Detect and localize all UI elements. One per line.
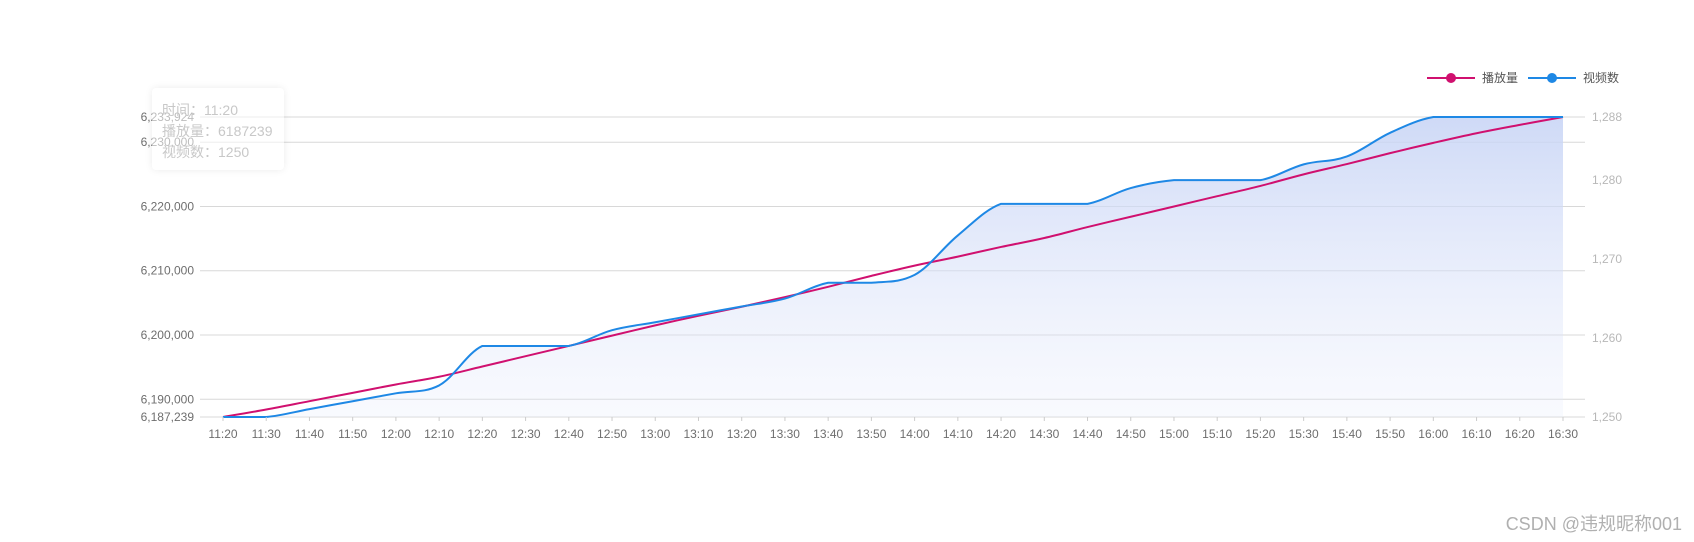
tooltip-plays-label: 播放量： — [162, 123, 218, 139]
legend-label: 播放量 — [1482, 70, 1518, 85]
x-tick-label: 13:30 — [770, 427, 800, 441]
legend-label: 视频数 — [1583, 70, 1619, 85]
legend-item[interactable]: 视频数 — [1528, 70, 1619, 85]
y-right-tick-label: 1,280 — [1592, 173, 1622, 187]
x-tick-label: 12:50 — [597, 427, 627, 441]
tooltip-plays-value: 6187239 — [218, 123, 273, 139]
x-tick-label: 14:30 — [1029, 427, 1059, 441]
tooltip-videos-label: 视频数： — [162, 144, 218, 160]
x-tick-label: 11:20 — [208, 427, 237, 441]
y-left-tick-label: 6,200,000 — [141, 328, 195, 342]
tooltip-videos-value: 1250 — [218, 144, 250, 160]
y-right-tick-label: 1,250 — [1592, 410, 1622, 424]
y-left-tick-label: 6,187,239 — [141, 410, 195, 424]
x-axis: 11:20 11:30 11:40 11:50 12:00 12:10 12:20 12:30… — [208, 417, 1578, 441]
x-tick-label: 13:00 — [640, 427, 670, 441]
x-tick-label: 14:10 — [943, 427, 973, 441]
x-tick-label: 14:40 — [1073, 427, 1103, 441]
x-tick-label: 13:50 — [856, 427, 886, 441]
y-right-tick-label: 1,260 — [1592, 331, 1622, 345]
legend-marker — [1446, 73, 1456, 83]
series-area-videos — [223, 117, 1563, 417]
tooltip-time-value: 11:20 — [204, 102, 238, 118]
y-right-tick-label: 1,270 — [1592, 252, 1622, 266]
y-left-tick-label: 6,220,000 — [141, 199, 195, 213]
x-tick-label: 14:00 — [900, 427, 930, 441]
area-layer — [223, 117, 1563, 417]
x-tick-label: 13:20 — [727, 427, 757, 441]
tooltip-time-row: 时间：11:20 — [162, 100, 274, 121]
right-axis: 1,250 1,260 1,270 1,280 1,288 — [1592, 110, 1622, 424]
x-tick-label: 12:00 — [381, 427, 411, 441]
y-right-tick-label: 1,288 — [1592, 110, 1622, 124]
x-tick-label: 15:30 — [1289, 427, 1319, 441]
x-tick-label: 14:20 — [986, 427, 1016, 441]
x-tick-label: 11:30 — [252, 427, 281, 441]
x-tick-label: 16:10 — [1462, 427, 1492, 441]
x-tick-label: 12:20 — [467, 427, 497, 441]
tooltip-time-label: 时间： — [162, 102, 204, 118]
tooltip-plays-row: 播放量：6187239 — [162, 121, 274, 142]
y-left-tick-label: 6,210,000 — [141, 264, 195, 278]
x-tick-label: 15:10 — [1202, 427, 1232, 441]
x-tick-label: 11:50 — [338, 427, 367, 441]
x-tick-label: 16:30 — [1548, 427, 1578, 441]
tooltip: 时间：11:20 播放量：6187239 视频数：1250 — [152, 88, 284, 170]
y-left-tick-label: 6,190,000 — [141, 392, 195, 406]
tooltip-videos-row: 视频数：1250 — [162, 142, 274, 163]
x-tick-label: 12:40 — [554, 427, 584, 441]
legend[interactable]: 播放量 视频数 — [1427, 70, 1619, 85]
x-tick-label: 15:00 — [1159, 427, 1189, 441]
x-tick-label: 14:50 — [1116, 427, 1146, 441]
x-tick-label: 12:30 — [511, 427, 541, 441]
legend-item[interactable]: 播放量 — [1427, 70, 1518, 85]
x-tick-label: 15:20 — [1245, 427, 1275, 441]
x-tick-label: 13:40 — [813, 427, 843, 441]
series-line-videos — [222, 116, 1563, 419]
x-tick-label: 13:10 — [683, 427, 713, 441]
x-tick-label: 15:50 — [1375, 427, 1405, 441]
x-tick-label: 12:10 — [424, 427, 454, 441]
series-line-plays — [222, 116, 1564, 418]
x-tick-label: 16:00 — [1418, 427, 1448, 441]
x-tick-label: 15:40 — [1332, 427, 1362, 441]
legend-marker — [1547, 73, 1557, 83]
x-tick-label: 11:40 — [295, 427, 324, 441]
watermark: CSDN @违规昵称001 — [1505, 514, 1682, 534]
x-tick-label: 16:20 — [1505, 427, 1535, 441]
series-layer — [222, 116, 1564, 419]
